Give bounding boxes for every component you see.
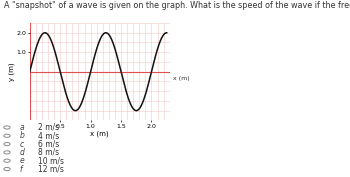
Text: b: b (19, 131, 24, 140)
Text: f: f (19, 165, 22, 173)
Text: 6 m/s: 6 m/s (38, 140, 60, 149)
Text: a: a (19, 123, 24, 132)
Text: 2 m/s: 2 m/s (38, 123, 60, 132)
Text: d: d (19, 148, 24, 157)
Y-axis label: y (m): y (m) (8, 62, 15, 81)
Text: x (m): x (m) (173, 76, 189, 81)
Text: 12 m/s: 12 m/s (38, 165, 64, 173)
Text: e: e (19, 156, 24, 165)
Text: 4 m/s: 4 m/s (38, 131, 60, 140)
Text: 8 m/s: 8 m/s (38, 148, 60, 157)
Text: 10 m/s: 10 m/s (38, 156, 64, 165)
Text: c: c (19, 140, 23, 149)
Text: A "snapshot" of a wave is given on the graph. What is the speed of the wave if t: A "snapshot" of a wave is given on the g… (4, 1, 350, 10)
X-axis label: x (m): x (m) (90, 130, 109, 137)
